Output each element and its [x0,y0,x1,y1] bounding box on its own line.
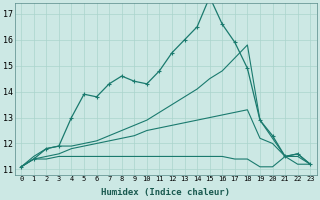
X-axis label: Humidex (Indice chaleur): Humidex (Indice chaleur) [101,188,230,197]
